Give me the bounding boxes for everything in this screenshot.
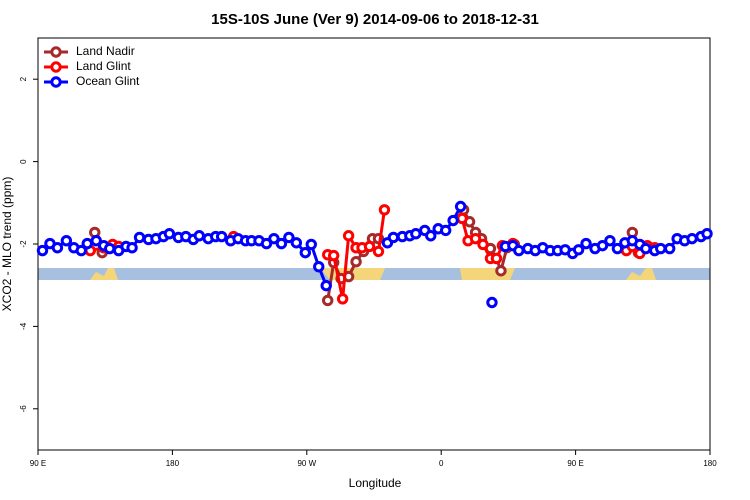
x-tick-label: 90 E bbox=[30, 459, 46, 468]
point bbox=[410, 228, 422, 240]
legend-label: Ocean Glint bbox=[76, 74, 140, 88]
chart-title: 15S-10S June (Ver 9) 2014-09-06 to 2018-… bbox=[211, 11, 539, 28]
point bbox=[477, 238, 489, 251]
point bbox=[655, 242, 667, 255]
point bbox=[486, 296, 498, 309]
point bbox=[268, 232, 280, 245]
x-tick-label: 90 W bbox=[297, 459, 316, 468]
y-tick-label: -2 bbox=[19, 240, 28, 248]
point bbox=[640, 242, 652, 255]
point bbox=[90, 235, 102, 247]
y-tick-label: 2 bbox=[19, 76, 28, 81]
point bbox=[611, 242, 624, 255]
point bbox=[126, 242, 138, 254]
point bbox=[260, 237, 273, 250]
land-patch bbox=[460, 268, 515, 280]
point bbox=[283, 231, 295, 244]
point bbox=[495, 265, 507, 277]
point bbox=[387, 231, 400, 244]
point bbox=[163, 228, 176, 240]
legend-marker bbox=[50, 61, 62, 73]
x-axis-label: Longitude bbox=[349, 476, 402, 490]
point bbox=[572, 244, 585, 256]
legend-marker bbox=[50, 46, 62, 58]
point bbox=[336, 293, 349, 305]
x-tick-label: 0 bbox=[439, 459, 444, 468]
point bbox=[320, 279, 332, 292]
point bbox=[133, 231, 146, 244]
point bbox=[51, 242, 64, 254]
point bbox=[439, 224, 452, 237]
point bbox=[81, 237, 93, 250]
point bbox=[454, 200, 467, 213]
point bbox=[275, 237, 288, 250]
point bbox=[305, 238, 317, 251]
point bbox=[701, 228, 713, 240]
legend-label: Land Glint bbox=[76, 59, 131, 73]
point bbox=[290, 237, 303, 249]
point bbox=[596, 239, 609, 252]
point bbox=[342, 230, 355, 242]
point bbox=[580, 237, 592, 250]
point bbox=[75, 244, 88, 257]
point bbox=[604, 235, 616, 247]
land-mask bbox=[38, 268, 710, 280]
point bbox=[193, 230, 205, 242]
x-tick-label: 90 E bbox=[567, 459, 583, 468]
point bbox=[215, 230, 228, 243]
point bbox=[372, 245, 385, 258]
y-tick-label: 0 bbox=[19, 159, 28, 164]
point bbox=[378, 204, 391, 216]
point bbox=[327, 249, 340, 262]
point bbox=[686, 232, 698, 245]
point bbox=[350, 256, 362, 268]
land-patch bbox=[626, 268, 656, 280]
legend-label: Land Nadir bbox=[76, 44, 135, 58]
point bbox=[103, 242, 116, 255]
y-tick-label: -4 bbox=[19, 322, 28, 330]
y-tick-label: -6 bbox=[19, 405, 28, 413]
x-tick-label: 180 bbox=[166, 459, 180, 468]
point bbox=[456, 212, 468, 225]
y-axis-label: XCO2 - MLO trend (ppm) bbox=[0, 177, 14, 312]
point bbox=[299, 246, 312, 259]
point bbox=[363, 240, 376, 253]
point bbox=[469, 232, 482, 245]
point bbox=[60, 235, 73, 247]
point bbox=[36, 244, 49, 257]
point bbox=[425, 230, 437, 242]
point bbox=[663, 242, 676, 255]
legend-marker bbox=[50, 76, 62, 88]
x-tick-label: 180 bbox=[703, 459, 717, 468]
point bbox=[322, 294, 334, 307]
point bbox=[447, 214, 459, 227]
point bbox=[313, 260, 325, 273]
point bbox=[513, 244, 525, 257]
point bbox=[490, 252, 503, 265]
land-patch bbox=[90, 268, 118, 280]
